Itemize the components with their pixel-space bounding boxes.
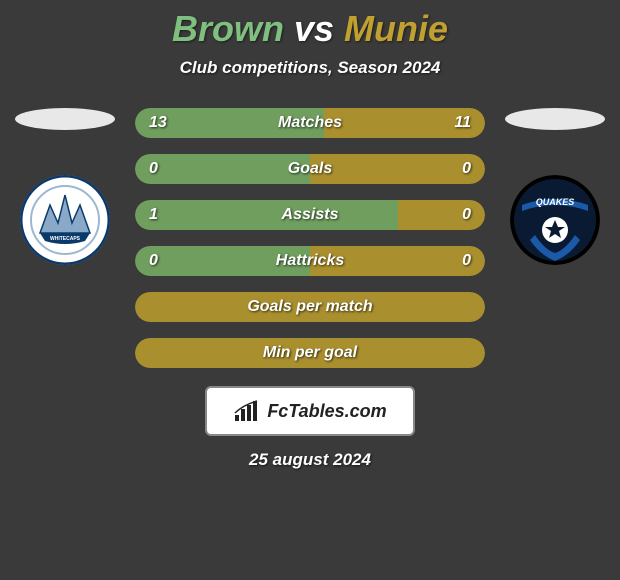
title: Brown vs Munie [172,8,448,50]
stat-value-left: 0 [149,252,158,270]
stat-row: 0 0 Goals [135,154,485,184]
player2-ellipse [505,108,605,130]
comparison-card: Brown vs Munie Club competitions, Season… [0,0,620,580]
stat-row: Min per goal [135,338,485,368]
stat-row: 0 0 Hattricks [135,246,485,276]
stat-value-right: 0 [462,206,471,224]
stat-value-right: 0 [462,160,471,178]
player1-name: Brown [172,8,284,49]
stat-label: Assists [282,206,339,224]
stat-value-left: 0 [149,160,158,178]
subtitle: Club competitions, Season 2024 [180,58,441,78]
stat-row: 13 11 Matches [135,108,485,138]
bar-left-fill [135,154,310,184]
footer-brand-box: FcTables.com [205,386,415,436]
stat-label: Hattricks [276,252,344,270]
whitecaps-crest-icon: WHITECAPS [20,175,110,265]
stat-row: 1 0 Assists [135,200,485,230]
bar-right-fill [398,200,486,230]
left-side: WHITECAPS [10,108,120,265]
player2-name: Munie [344,8,448,49]
main-area: WHITECAPS 13 11 Matches 0 0 Goals 1 0 Assists 0 0 H… [0,108,620,368]
fctables-logo-icon [233,399,261,423]
bar-right-fill [310,154,485,184]
player1-ellipse [15,108,115,130]
stat-label: Min per goal [263,344,357,362]
right-side: QUAKES [500,108,610,265]
svg-text:WHITECAPS: WHITECAPS [50,236,81,242]
vs-text: vs [294,8,334,49]
stat-value-left: 13 [149,114,167,132]
stat-bars: 13 11 Matches 0 0 Goals 1 0 Assists 0 0 Hattricks Go… [135,108,485,368]
quakes-crest-icon: QUAKES [510,175,600,265]
stat-value-left: 1 [149,206,158,224]
stat-value-right: 11 [454,114,471,132]
footer-brand-text: FcTables.com [267,401,386,422]
stat-label: Goals [288,160,332,178]
bar-left-fill [135,200,398,230]
stat-label: Goals per match [247,298,372,316]
date-text: 25 august 2024 [249,450,371,470]
stat-value-right: 0 [462,252,471,270]
stat-row: Goals per match [135,292,485,322]
stat-label: Matches [278,114,342,132]
svg-text:QUAKES: QUAKES [536,197,575,207]
